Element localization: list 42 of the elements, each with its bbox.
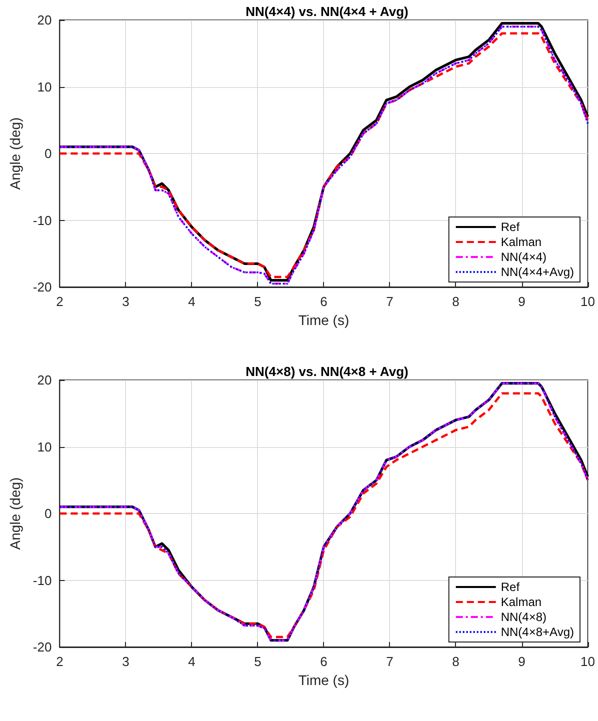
y-tick-label: -10 [32,572,52,588]
x-axis-title: Time (s) [298,312,350,328]
legend-label: Kalman [500,595,542,609]
x-tick-label: 2 [56,294,64,309]
legend-label: Ref [500,580,520,594]
x-axis-title: Time (s) [298,672,350,688]
x-tick-label: 2 [56,654,64,669]
x-tick-label: 6 [320,654,328,669]
x-tick-label: 4 [188,294,196,309]
x-tick-label: 6 [320,294,328,309]
y-tick-label: -10 [32,212,52,228]
x-tick-label: 3 [122,294,130,309]
chart-title: NN(4×4) vs. NN(4×4 + Avg) [246,4,408,19]
x-tick-label: 4 [188,654,196,669]
x-tick-label: 5 [254,654,262,669]
y-tick-label: -20 [32,280,52,294]
x-tick-label: 7 [386,654,394,669]
x-tick-label: 10 [580,654,596,669]
chart-title: NN(4×8) vs. NN(4×8 + Avg) [246,364,408,379]
y-tick-label: 0 [44,146,52,161]
legend-label: NN(4×8) [500,610,547,624]
x-tick-label: 3 [122,654,130,669]
y-tick-label: 10 [37,439,52,454]
y-tick-label: 0 [44,506,52,521]
legend-label: NN(4×4) [500,250,547,264]
x-tick-label: 9 [518,294,526,309]
legend-label: NN(4×4+Avg) [500,265,574,279]
legend-label: NN(4×8+Avg) [500,625,574,639]
y-tick-label: 20 [37,12,52,28]
y-tick-label: 10 [37,79,52,94]
x-tick-label: 8 [452,654,460,669]
y-tick-label: -20 [32,640,52,654]
legend-label: Kalman [500,235,542,249]
x-tick-label: 8 [452,294,460,309]
y-axis-title: Angle (deg) [7,117,23,190]
y-tick-label: 20 [37,372,52,388]
x-tick-label: 10 [580,294,596,309]
x-tick-label: 5 [254,294,262,309]
x-tick-label: 7 [386,294,394,309]
legend-label: Ref [500,220,520,234]
x-tick-label: 9 [518,654,526,669]
y-axis-title: Angle (deg) [7,477,23,550]
